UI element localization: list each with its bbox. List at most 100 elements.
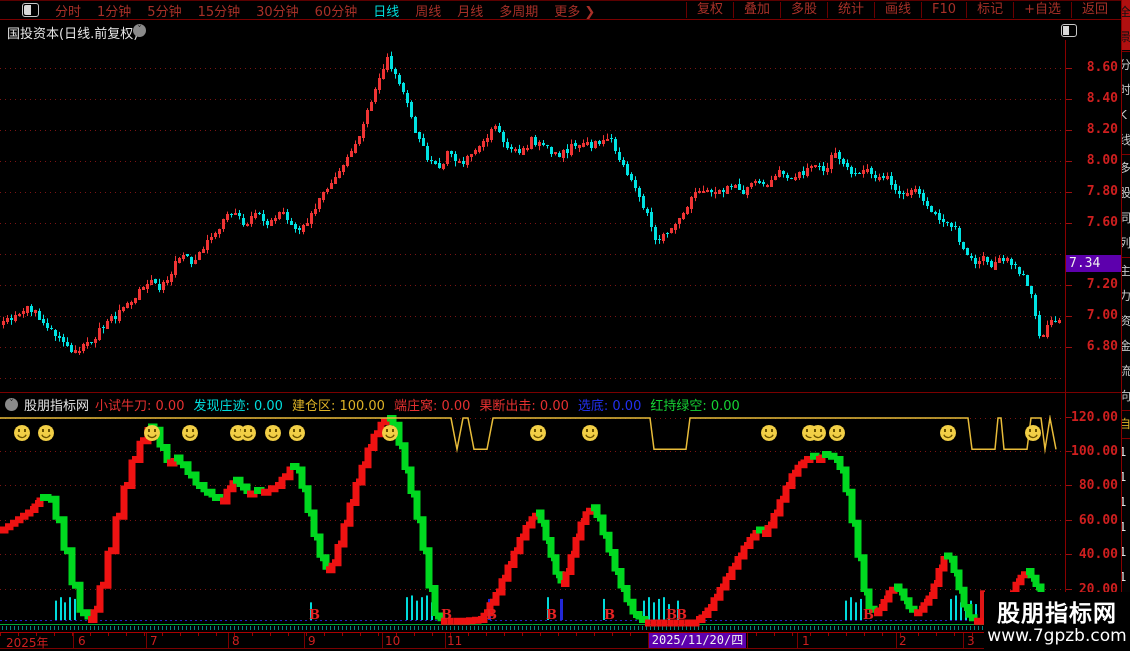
indicator-tick-label: 40.00 xyxy=(1078,547,1118,563)
toolbar-button-F10[interactable]: F10 xyxy=(921,2,966,18)
sidebar-strip-item[interactable]: 金 xyxy=(1122,334,1130,359)
sidebar-strip-item[interactable]: 资 xyxy=(1122,309,1130,334)
sidebar-strip-item[interactable]: 力 xyxy=(1122,284,1130,309)
indicator-tick-label: 100.00 xyxy=(1071,444,1118,459)
sidebar-strip-item[interactable]: 列 xyxy=(1122,231,1130,256)
sidebar-strip-item[interactable]: 景 xyxy=(1122,25,1130,50)
period-item-多周期[interactable]: 多周期 xyxy=(499,4,539,20)
sidebar-strip-item[interactable]: 线 xyxy=(1122,128,1130,153)
toolbar-button-+自选[interactable]: +自选 xyxy=(1013,2,1071,18)
toolbar-button-统计[interactable]: 统计 xyxy=(827,2,874,18)
sidebar-strip-item[interactable]: 流 xyxy=(1122,359,1130,384)
symbol-title: 国投资本(日线.前复权) xyxy=(7,27,139,42)
indicator-tick xyxy=(1066,485,1072,487)
price-axis: 8.60 8.40 8.20 8.00 7.80 7.60 7.20 7.00 6.80 xyxy=(1066,40,1120,632)
date-label-3: 3 xyxy=(967,634,975,648)
price-tick xyxy=(1066,161,1072,162)
price-tick xyxy=(1066,99,1072,100)
date-axis-ticks xyxy=(0,633,1121,636)
right-sidebar-strip[interactable]: 全景分时K线多股同列主力资金流向自1111111 xyxy=(1121,0,1130,650)
period-item-15分钟[interactable]: 15分钟 xyxy=(197,4,241,20)
layout-panel-icon[interactable] xyxy=(22,3,39,17)
sidebar-strip-item[interactable]: 时 xyxy=(1122,78,1130,103)
sidebar-strip-item[interactable]: 全 xyxy=(1122,0,1130,25)
price-tick-label: 8.20 xyxy=(1086,122,1118,137)
sidebar-strip-item[interactable]: 分 xyxy=(1122,53,1130,78)
date-separator xyxy=(797,633,798,648)
title-bar: 国投资本(日线.前复权) ˅ xyxy=(0,21,1120,42)
toolbar-button-画线[interactable]: 画线 xyxy=(874,2,921,18)
price-tick-label: 7.80 xyxy=(1086,184,1118,199)
strip-divider xyxy=(1122,51,1130,52)
date-label-2025年: 2025年 xyxy=(6,636,49,650)
date-label-10: 10 xyxy=(385,634,401,648)
sidebar-strip-item[interactable]: 1 xyxy=(1122,490,1130,515)
indicator-value-选底: 选底: 0.00 xyxy=(577,398,642,414)
price-tick xyxy=(1066,347,1072,348)
sidebar-strip-item[interactable]: 1 xyxy=(1122,540,1130,565)
indicator-chart xyxy=(0,415,1065,632)
period-item-分时[interactable]: 分时 xyxy=(55,4,82,20)
chevron-down-icon[interactable]: ˅ xyxy=(133,24,146,37)
sidebar-strip-item[interactable]: 1 xyxy=(1122,515,1130,540)
period-item-月线[interactable]: 月线 xyxy=(457,4,484,20)
period-item-更多 ❯[interactable]: 更多 ❯ xyxy=(554,4,596,20)
toolbar-button-标记[interactable]: 标记 xyxy=(966,2,1013,18)
sidebar-strip-item[interactable]: 主 xyxy=(1122,259,1130,284)
toolbar-button-叠加[interactable]: 叠加 xyxy=(732,2,780,18)
selected-date-badge: 2025/11/20/四 xyxy=(649,633,746,648)
indicator-tick-label: 60.00 xyxy=(1078,512,1118,528)
price-tick xyxy=(1066,316,1072,317)
toolbar-right-menu: 复权 叠加 多股 统计 画线 F10 标记 +自选 返回 xyxy=(685,1,1118,19)
sidebar-strip-item[interactable]: 向 xyxy=(1122,384,1130,409)
indicator-tick-label: 80.00 xyxy=(1078,478,1118,494)
price-tick xyxy=(1066,223,1072,224)
period-item-日线[interactable]: 日线 xyxy=(373,4,400,20)
date-separator xyxy=(228,633,229,648)
date-label-11: 11 xyxy=(447,634,463,648)
toolbar-button-多股[interactable]: 多股 xyxy=(779,2,827,18)
date-label-6: 6 xyxy=(78,634,86,648)
price-tick-label: 7.60 xyxy=(1086,215,1118,230)
date-separator xyxy=(896,633,897,648)
top-toolbar: 分时 1分钟 5分钟 15分钟 30分钟 60分钟 日线 周线 月线 多周期 更多 ❯ 复权 叠加 多股… xyxy=(0,0,1130,20)
date-separator xyxy=(73,633,74,648)
indicator-tick xyxy=(1066,588,1072,590)
date-separator xyxy=(648,633,649,648)
indicator-tick xyxy=(1066,451,1072,452)
price-tick-label: 8.60 xyxy=(1086,60,1118,75)
period-item-30分钟[interactable]: 30分钟 xyxy=(256,4,299,20)
period-item-60分钟[interactable]: 60分钟 xyxy=(314,4,358,20)
sidebar-strip-item[interactable]: 同 xyxy=(1122,206,1130,231)
sidebar-strip-item[interactable]: 自 xyxy=(1122,412,1130,437)
indicator-tick xyxy=(1066,519,1072,521)
sidebar-strip-item[interactable]: K xyxy=(1122,103,1130,128)
price-tick xyxy=(1066,130,1072,131)
strip-divider xyxy=(1122,154,1130,155)
toolbar-button-返回[interactable]: 返回 xyxy=(1070,2,1118,18)
sidebar-strip-item[interactable]: 1 xyxy=(1122,440,1130,465)
period-item-5分钟[interactable]: 5分钟 xyxy=(147,4,182,20)
split-pane-icon[interactable] xyxy=(1061,24,1077,37)
collapse-chevron-icon[interactable]: ˅ xyxy=(5,397,18,411)
sidebar-strip-item[interactable]: 多 xyxy=(1122,156,1130,181)
price-tick-label: 6.80 xyxy=(1086,339,1118,354)
sidebar-strip-item[interactable]: 股 xyxy=(1122,181,1130,206)
toolbar-button-复权[interactable]: 复权 xyxy=(685,2,733,18)
price-tick-label: 7.20 xyxy=(1086,277,1118,292)
date-separator xyxy=(304,633,305,648)
date-separator xyxy=(382,633,383,648)
indicator-value-果断出击: 果断出击: 0.00 xyxy=(479,398,569,414)
watermark-url: www.7gpzb.com xyxy=(987,626,1127,646)
strip-divider xyxy=(1122,438,1130,439)
price-tick xyxy=(1066,192,1072,193)
watermark-title: 股朋指标网 xyxy=(997,601,1117,627)
period-menu: 分时 1分钟 5分钟 15分钟 30分钟 60分钟 日线 周线 月线 多周期 更多 ❯ xyxy=(47,1,603,20)
period-item-周线[interactable]: 周线 xyxy=(415,4,442,20)
indicator-axis: 120.00 100.00 80.00 60.00 40.00 20.00 xyxy=(1066,410,1120,632)
date-label-8: 8 xyxy=(232,634,240,648)
sidebar-strip-item[interactable]: 1 xyxy=(1122,465,1130,490)
period-item-1分钟[interactable]: 1分钟 xyxy=(97,4,132,20)
sidebar-strip-item[interactable]: 1 xyxy=(1122,565,1130,590)
strip-divider xyxy=(1122,257,1130,258)
